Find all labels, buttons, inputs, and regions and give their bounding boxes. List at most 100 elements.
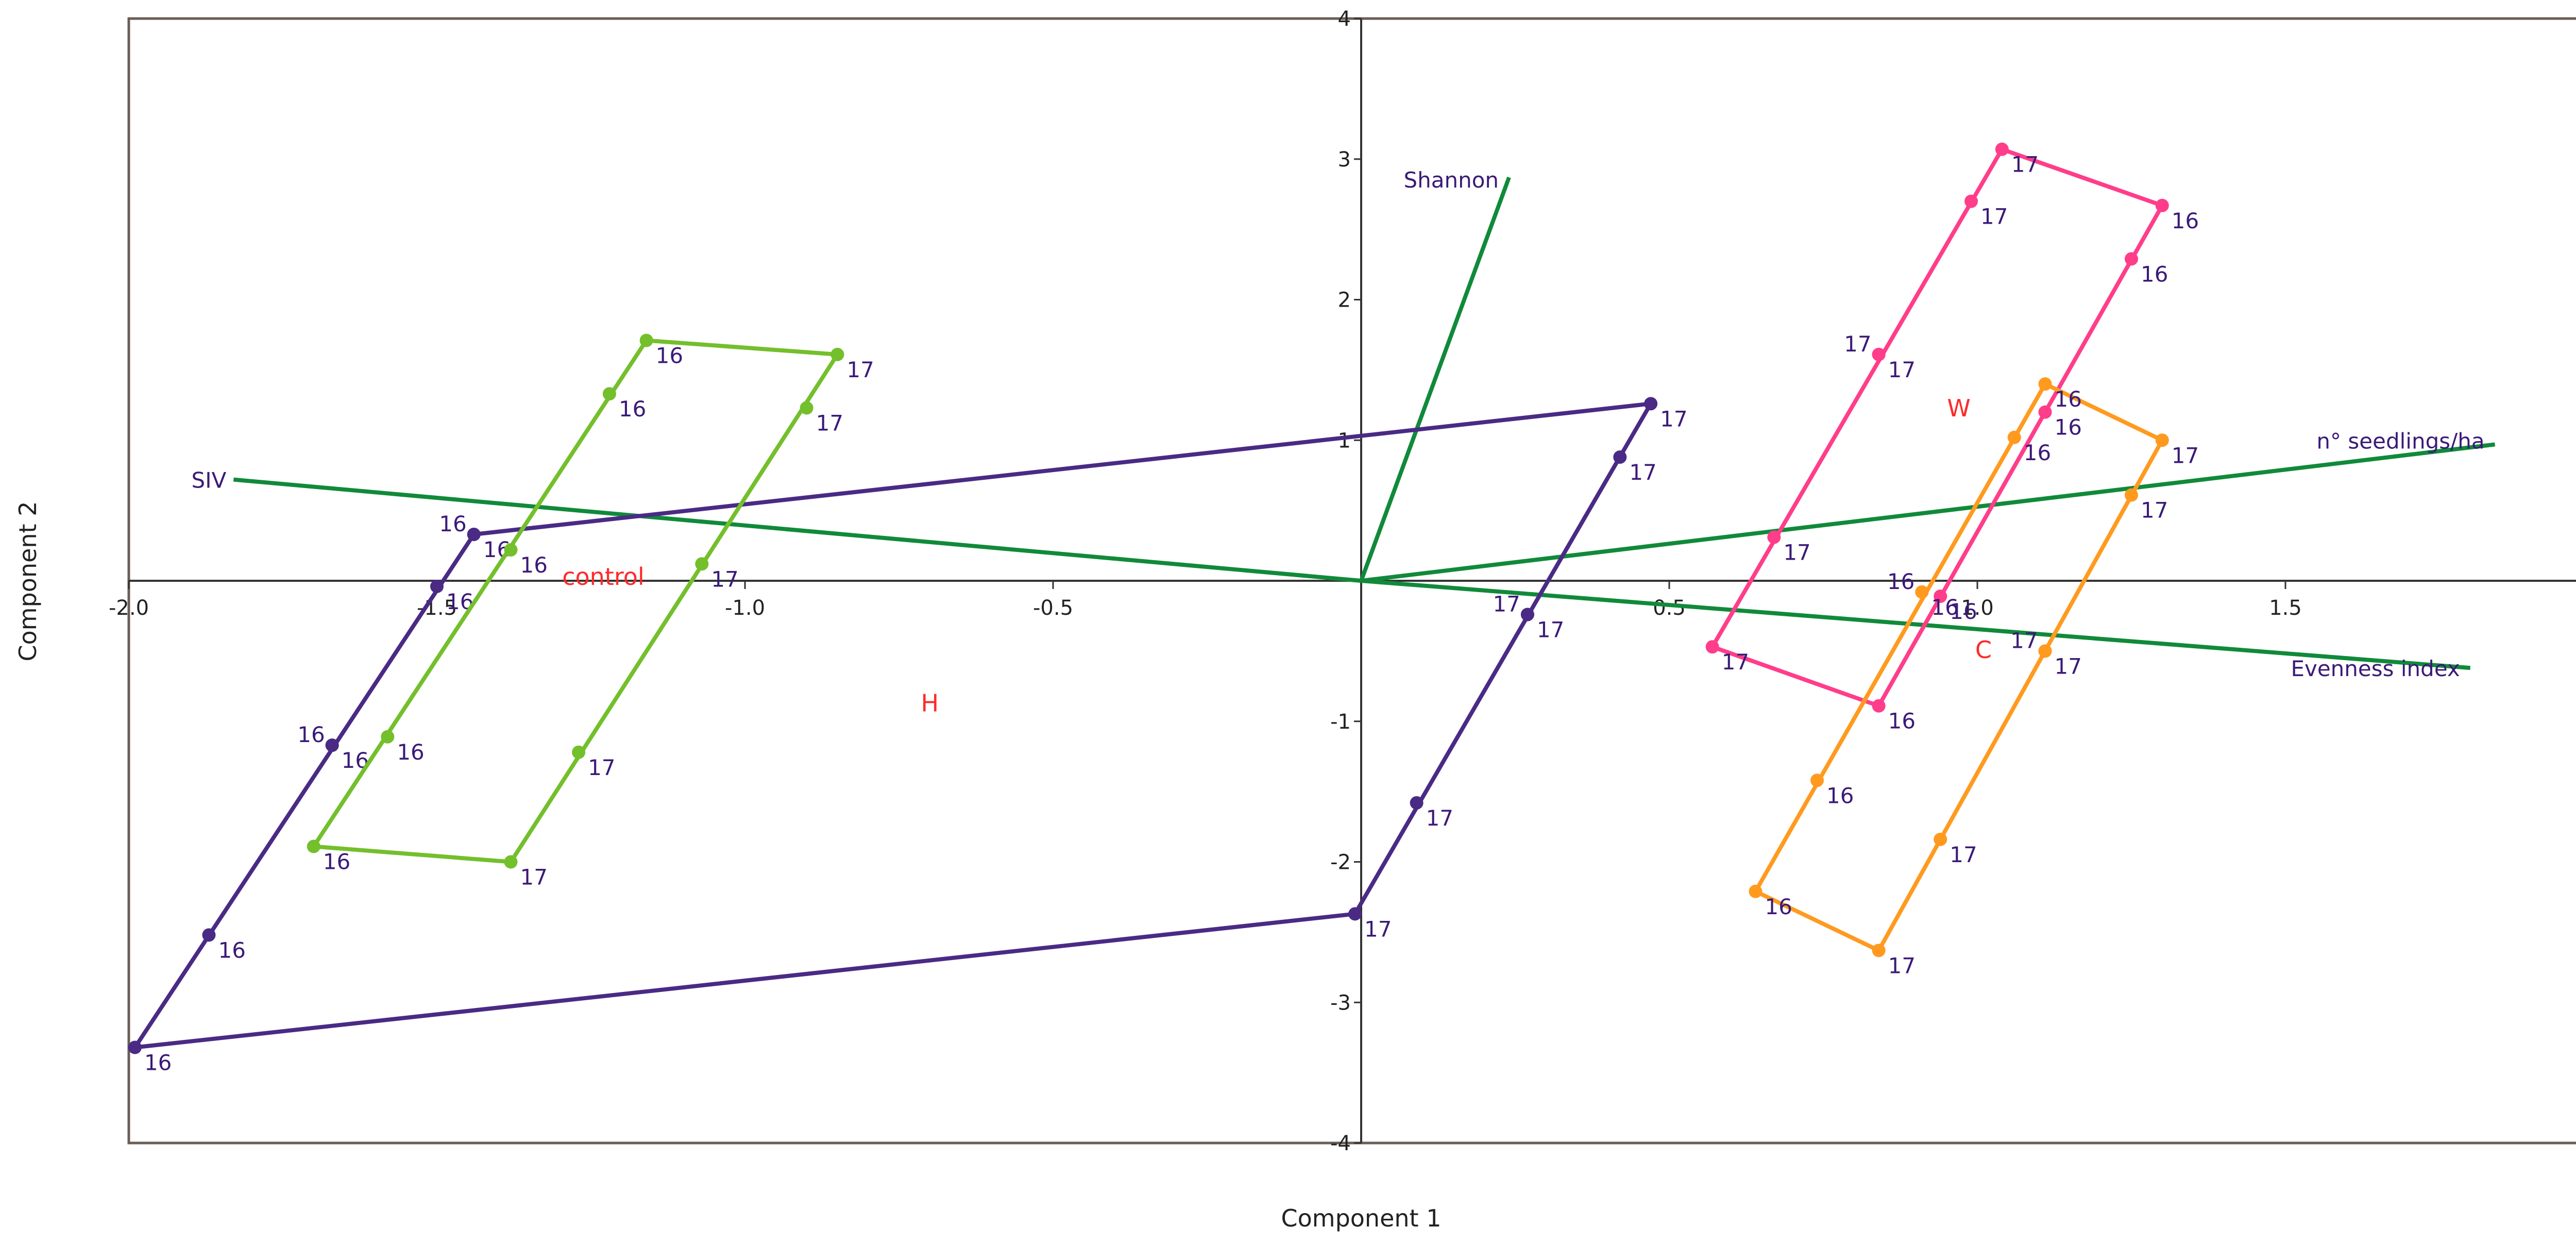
- data-point-label: 16: [144, 1050, 172, 1075]
- data-point-label: 16: [397, 739, 424, 765]
- data-point-label: 17: [1660, 406, 1687, 431]
- data-point: [128, 1040, 142, 1054]
- loading-vector-label: SIV: [192, 468, 227, 493]
- data-point: [504, 855, 518, 869]
- data-point: [1964, 194, 1978, 208]
- x-tick-label: 1.0: [1961, 596, 1994, 620]
- data-point: [602, 387, 616, 401]
- data-point: [1810, 774, 1824, 787]
- group-label: control: [562, 563, 644, 591]
- x-tick-label: -0.5: [1033, 596, 1073, 620]
- y-tick-label: -3: [1330, 991, 1351, 1015]
- data-point: [1767, 530, 1781, 544]
- loading-vector-label: Evenness index: [2291, 656, 2460, 681]
- data-point-label: 17: [1844, 331, 1871, 357]
- data-point: [2038, 644, 2052, 658]
- data-point: [1749, 884, 1762, 898]
- data-point: [1934, 590, 1947, 603]
- group-label: H: [921, 690, 939, 717]
- data-point-label: 17: [1950, 842, 1977, 867]
- data-point-label: 17: [2141, 498, 2168, 523]
- y-axis-title: Component 2: [14, 501, 42, 662]
- data-point-label: 16: [2055, 386, 2082, 412]
- y-tick-label: 4: [1338, 7, 1351, 31]
- data-point: [800, 401, 814, 415]
- data-point: [2125, 488, 2138, 502]
- data-point-label: 16: [323, 849, 350, 874]
- group-label: W: [1947, 394, 1970, 422]
- x-tick-label: -2.0: [109, 596, 149, 620]
- y-tick-label: -2: [1330, 851, 1351, 875]
- data-series: 1616161616161617171717171716161616161717…: [128, 142, 2199, 1075]
- loading-vector-label: Shannon: [1403, 167, 1499, 193]
- data-point: [1915, 585, 1929, 599]
- data-point: [2007, 430, 2021, 444]
- data-point-label: 17: [1783, 540, 1810, 565]
- series-group: 16 16 16 16 16 16 16 17 17 17 17 17 17: [128, 397, 1688, 1075]
- data-point-label: 16: [439, 511, 466, 536]
- y-tick-label: 2: [1338, 289, 1351, 312]
- data-point: [1705, 640, 1719, 654]
- loading-vector-line: [1361, 579, 2471, 670]
- data-point: [1520, 608, 1534, 621]
- loading-vector-line: [1359, 176, 1511, 582]
- data-point: [307, 839, 320, 853]
- data-point: [1644, 397, 1658, 411]
- data-point-label: 16: [1826, 783, 1854, 808]
- data-point: [1934, 832, 1947, 846]
- data-point: [1410, 796, 1423, 810]
- data-point-label: 16: [2024, 440, 2051, 465]
- data-point-label: 17: [816, 411, 843, 436]
- y-tick-label: -4: [1330, 1132, 1351, 1155]
- data-point-label: 17: [2172, 443, 2199, 468]
- loading-vector-line: [1361, 442, 2496, 583]
- data-point-label: 17: [1364, 916, 1392, 942]
- data-point: [1995, 142, 2009, 156]
- loading-vector-line: [233, 477, 1362, 583]
- data-point-label: 17: [1629, 460, 1656, 485]
- data-point-label: 16: [520, 552, 548, 578]
- loading-vectors: Shannon SIV n° seedlings/ha Evenness index: [192, 167, 2496, 681]
- data-point: [1613, 450, 1627, 464]
- series-group: 16 16 16 16 16 17 17 17 17 17: [307, 333, 874, 890]
- data-point-label: 17: [2055, 653, 2082, 679]
- data-point-label: 16: [2055, 415, 2082, 440]
- x-tick-label: -1.0: [725, 596, 765, 620]
- data-point: [430, 579, 444, 593]
- data-point: [381, 730, 395, 744]
- data-point-label: 16: [2172, 208, 2199, 233]
- data-point: [639, 333, 653, 347]
- data-point: [467, 527, 481, 541]
- data-point-label: 17: [1537, 617, 1564, 642]
- data-point: [1872, 347, 1886, 361]
- data-point: [325, 738, 339, 752]
- data-point-label: 16: [619, 396, 646, 422]
- data-point-label: 16: [1887, 569, 1914, 594]
- data-point-label: 16: [1888, 709, 1916, 734]
- data-point: [2155, 433, 2169, 447]
- data-point-label: 17: [520, 865, 548, 890]
- x-tick-label: 0.5: [1653, 596, 1686, 620]
- data-point-label: 17: [1980, 204, 2008, 229]
- data-point-label: 17: [1722, 649, 1749, 675]
- data-point: [572, 745, 586, 759]
- data-point: [2038, 377, 2052, 391]
- data-point-label: 17: [2010, 628, 2038, 653]
- data-point-label: 16: [1931, 595, 1958, 620]
- x-tick-label: 1.5: [2269, 596, 2302, 620]
- data-point: [1348, 907, 1362, 921]
- data-point: [2155, 198, 2169, 212]
- data-point-label: 17: [1493, 591, 1520, 616]
- data-point: [202, 928, 216, 942]
- data-point-label: 16: [1950, 599, 1977, 624]
- group-label: C: [1975, 636, 1992, 664]
- data-point-label: 17: [846, 357, 874, 382]
- data-point: [2125, 252, 2138, 266]
- group-labels: control H W C: [562, 394, 1992, 717]
- data-point-label: 16: [656, 343, 683, 368]
- loading-vector-label: n° seedlings/ha: [2316, 428, 2484, 453]
- data-point-label: 17: [1426, 805, 1453, 831]
